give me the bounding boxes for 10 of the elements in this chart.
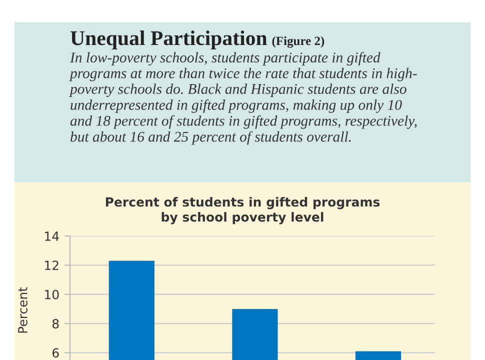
y-tick-label: 10 <box>45 290 59 300</box>
y-tick-label: 6 <box>52 348 59 358</box>
y-tick-label: 8 <box>52 319 59 328</box>
text: Percent of students in gifted programs by school poverty level <box>106 197 380 224</box>
text: (Figure 2) <box>272 36 324 48</box>
y-tick-label: 12 <box>45 260 58 270</box>
chart-title: Unequal Participation <box>70 30 268 50</box>
y-axis-title: Percent <box>18 287 28 333</box>
chart-subtitle: In low-poverty schools, students participate in gifted programs at more than twice the rate that students in high- poverty schools do. Black and Hispanic students are also underrepresented in gifted programs, making up only 10 and 18 percent of students in gifted programs, respectively, but about 16 and 25 percent of students overall. <box>69 52 417 145</box>
y-tick-label: 14 <box>45 232 59 241</box>
